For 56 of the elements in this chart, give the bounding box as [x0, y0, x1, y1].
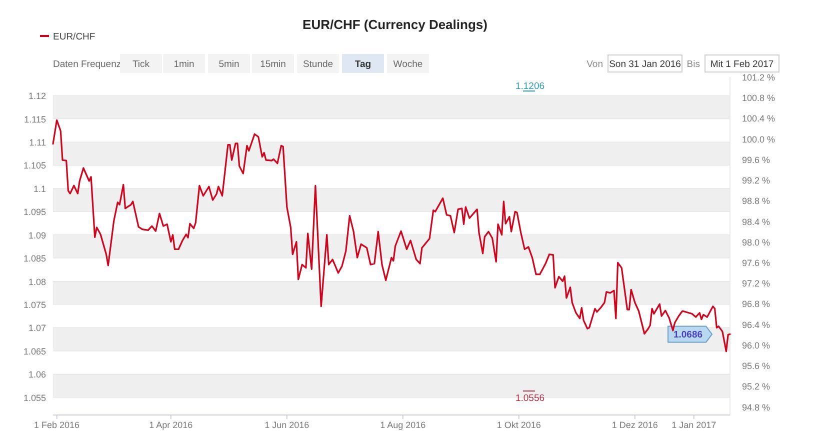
- y2-tick-label: 98.0 %: [742, 237, 770, 248]
- y2-tick-label: 94.8 %: [742, 402, 770, 412]
- y-tick-label: 1.105: [23, 160, 46, 171]
- annotation: 1.0686: [673, 330, 703, 341]
- x-tick-label: 1 Jan 2017: [672, 420, 716, 430]
- frequency-button: 5min: [208, 54, 250, 73]
- y-tick-label: 1.095: [23, 207, 46, 218]
- date-field: Son 31 Jan 2016: [608, 54, 682, 72]
- text: Bis: [686, 59, 700, 70]
- y2-tick-label: 95.2 %: [742, 382, 770, 392]
- y-tick-label: 1.065: [23, 346, 46, 356]
- y-tick-label: 1.11: [29, 138, 46, 148]
- y-tick-label: 1.085: [23, 254, 46, 264]
- frequency-button: 1min: [163, 54, 205, 73]
- y2-tick-label: 96.0 %: [742, 340, 770, 350]
- x-tick-label: 1 Feb 2016: [34, 420, 80, 430]
- y2-tick-label: 100.4 %: [742, 114, 776, 124]
- y-tick-label: 1.07: [28, 323, 46, 334]
- chart-title: EUR/CHF (Currency Dealings): [302, 17, 488, 32]
- y-tick-label: 1.055: [23, 392, 46, 403]
- annotation: 1.1206: [515, 81, 545, 92]
- y2-tick-label: 99.6 %: [742, 154, 770, 165]
- y-tick-label: 1.12: [28, 91, 46, 102]
- annotation: 1.0556: [515, 393, 545, 404]
- y2-tick-label: 96.8 %: [742, 299, 770, 310]
- y2-tick-label: 100.0 %: [742, 134, 776, 144]
- y2-tick-label: 97.6 %: [742, 258, 770, 268]
- x-tick-label: 1 Okt 2016: [496, 420, 541, 430]
- line-series: [52, 119, 731, 352]
- y-tick-label: 1.09: [28, 230, 46, 240]
- y2-tick-label: 98.4 %: [742, 216, 770, 227]
- y-tick-label: 1.1: [33, 184, 46, 194]
- text: Von: [586, 59, 603, 70]
- frequency-button: Woche: [387, 54, 429, 73]
- text: Daten Frequenz: [53, 59, 122, 70]
- frequency-button: 15min: [252, 54, 294, 73]
- y2-tick-label: 99.2 %: [742, 176, 770, 186]
- frequency-button: Stunde: [297, 54, 339, 73]
- y2-tick-label: 97.2 %: [742, 278, 770, 289]
- x-tick-label: 1 Dez 2016: [612, 420, 658, 430]
- y-tick-label: 1.075: [23, 300, 46, 310]
- x-tick-label: 1 Apr 2016: [149, 420, 193, 430]
- y-tick-label: 1.06: [28, 370, 46, 380]
- frequency-button: Tick: [120, 54, 162, 73]
- y2-tick-label: 100.8 %: [742, 93, 776, 104]
- y-tick-label: 1.08: [28, 276, 46, 287]
- date-field: Mit 1 Feb 2017: [704, 54, 780, 72]
- y2-tick-label: 96.4 %: [742, 320, 770, 330]
- x-tick-label: 1 Jun 2016: [264, 420, 310, 430]
- y2-tick-label: 95.6 %: [742, 361, 770, 372]
- y-tick-label: 1.115: [24, 114, 46, 124]
- legend-label: EUR/CHF: [53, 32, 96, 42]
- y2-tick-label: 98.8 %: [742, 196, 770, 206]
- frequency-button: Tag: [342, 54, 384, 73]
- y2-tick-label: 101.2 %: [742, 72, 776, 82]
- x-tick-label: 1 Aug 2016: [380, 420, 426, 430]
